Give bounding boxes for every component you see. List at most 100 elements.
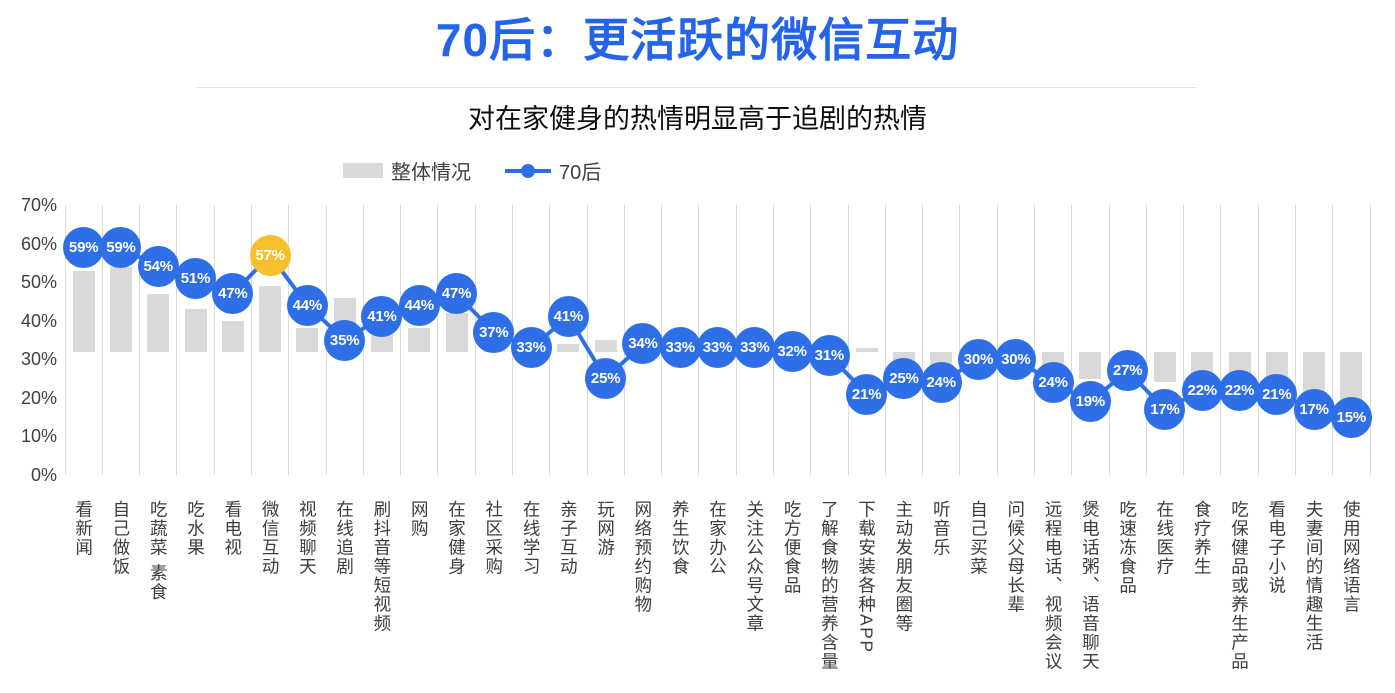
data-point: 33% [510, 327, 552, 369]
x-axis-category-label: 吃水果 [185, 500, 206, 557]
vertical-gridline [1332, 205, 1334, 475]
x-axis-category-label: 了解食物的营养含量 [819, 500, 840, 671]
x-axis-category-label: 吃方便食品 [782, 500, 803, 595]
data-point: 44% [398, 284, 440, 326]
vertical-gridline [1108, 205, 1110, 475]
x-axis-category-label: 在线学习 [521, 500, 542, 576]
data-point: 33% [659, 327, 701, 369]
vertical-gridline [996, 205, 998, 475]
data-point: 41% [361, 296, 403, 338]
data-point: 24% [920, 361, 962, 403]
y-axis-tick-label: 60% [20, 233, 57, 254]
data-point: 24% [1032, 361, 1074, 403]
vertical-gridline [1294, 205, 1296, 475]
x-axis-category-label: 听音乐 [931, 500, 952, 557]
data-point: 47% [436, 273, 477, 315]
x-axis-category-label: 食疗养生 [1192, 500, 1213, 576]
x-axis-category-label: 使用网络语言 [1341, 500, 1362, 614]
x-axis-category-label: 在家健身 [446, 500, 467, 576]
x-axis-category-label: 关注公众号文章 [744, 500, 765, 633]
x-axis-category-label: 网购 [409, 500, 430, 538]
x-axis-category-label: 吃速冻食品 [1117, 500, 1138, 595]
data-point: 30% [995, 338, 1037, 380]
legend-item-70hou: 70后 [505, 156, 601, 185]
overall-bar [1079, 351, 1102, 379]
data-point: 59% [100, 226, 142, 268]
overall-bar [557, 343, 580, 352]
x-axis-category-label: 吃保健品或养生产品 [1229, 500, 1250, 671]
data-point: 44% [286, 284, 328, 326]
vertical-gridline [1183, 205, 1185, 475]
x-axis-category-label: 亲子互动 [558, 500, 579, 576]
overall-bar [408, 328, 431, 352]
data-point: 47% [212, 273, 254, 315]
x-axis-category-label: 刷抖音等短视频 [371, 500, 392, 633]
data-point: 35% [324, 319, 366, 361]
vertical-gridline [922, 205, 924, 475]
x-axis-category-label: 看新闻 [73, 500, 94, 557]
overall-bar [594, 340, 617, 352]
x-axis-category-label: 网络预约购物 [632, 500, 653, 614]
legend-bar-swatch-icon [343, 163, 383, 178]
page-subtitle: 对在家健身的热情明显高于追剧的热情 [468, 104, 927, 134]
x-axis-category-label: 主动发朋友圈等 [893, 500, 914, 633]
vertical-gridline [586, 205, 588, 475]
vertical-gridline [437, 205, 439, 475]
vertical-gridline [400, 205, 402, 475]
x-axis-category-label: 在线追剧 [334, 500, 355, 576]
data-point-highlighted: 57% [249, 234, 291, 276]
vertical-gridline [810, 205, 812, 475]
overall-bar [221, 320, 244, 352]
legend-overall-label: 整体情况 [391, 162, 471, 184]
overall-bar [109, 266, 132, 352]
data-point: 25% [585, 358, 627, 400]
x-axis-category-label: 自己买菜 [968, 500, 989, 576]
y-axis-tick-label: 10% [20, 426, 57, 447]
data-point: 22% [1181, 369, 1223, 411]
overall-bar [296, 328, 319, 352]
legend-70hou-label: 70后 [559, 162, 602, 184]
vertical-gridline [1220, 205, 1222, 475]
data-point: 17% [1144, 388, 1186, 430]
data-point: 22% [1219, 369, 1260, 411]
data-point: 32% [771, 331, 813, 373]
x-axis-category-label: 吃蔬菜 素食 [148, 500, 169, 602]
data-point: 30% [958, 338, 999, 380]
overall-bar [184, 309, 207, 352]
data-point: 34% [622, 323, 664, 365]
x-axis-category-label: 远程电话、视频会议 [1043, 500, 1064, 671]
y-axis-tick-label: 20% [20, 387, 57, 408]
x-axis-category-label: 微信互动 [260, 500, 281, 576]
y-axis-tick-label: 70% [20, 195, 57, 215]
data-point: 21% [846, 373, 888, 415]
vertical-gridline [1257, 205, 1259, 475]
data-point: 21% [1256, 373, 1298, 415]
data-point: 19% [1069, 381, 1111, 423]
x-axis-category-label: 在线医疗 [1154, 500, 1175, 576]
x-axis-category-label: 下载安装各种APP [856, 500, 877, 654]
x-axis-category-label: 视频聊天 [297, 500, 318, 576]
x-axis-category-label: 玩网游 [595, 500, 616, 557]
data-point: 33% [734, 327, 776, 369]
x-axis-category-label: 自己做饭 [110, 500, 131, 576]
x-axis-category-label: 社区采购 [483, 500, 504, 576]
x-axis-category-label: 养生饮食 [670, 500, 691, 576]
data-point: 51% [175, 257, 216, 299]
overall-bar [1340, 351, 1363, 402]
data-point: 31% [808, 334, 850, 376]
vertical-gridline [959, 205, 961, 475]
overall-bar [445, 313, 468, 352]
data-point: 41% [547, 296, 589, 338]
overall-bar [855, 347, 878, 352]
data-point: 59% [63, 226, 105, 268]
x-axis-category-label: 夫妻间的情趣生活 [1304, 500, 1325, 652]
y-axis-tick-label: 0% [30, 465, 57, 485]
vertical-gridline [1145, 205, 1147, 475]
y-axis-tick-label: 40% [20, 310, 57, 331]
x-axis-category-label: 问候父母长辈 [1005, 500, 1026, 614]
vertical-gridline [213, 205, 215, 475]
page-title: 70后：更活跃的微信互动 [435, 14, 960, 66]
x-axis-category-label: 看电子小说 [1266, 500, 1287, 595]
x-axis-category-label: 看电视 [222, 500, 243, 557]
